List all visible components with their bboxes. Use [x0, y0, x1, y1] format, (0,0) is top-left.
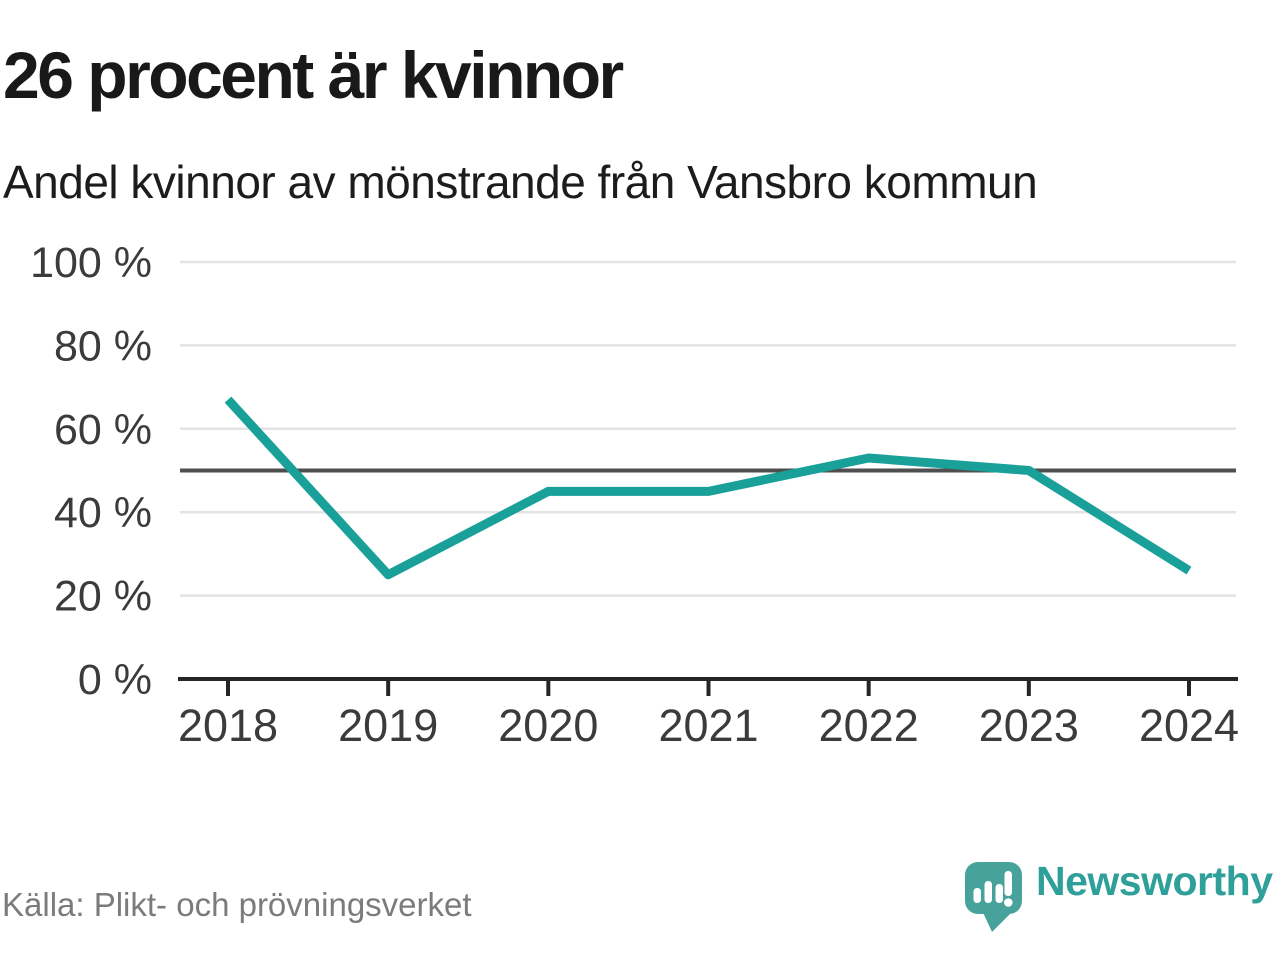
logo-bubble-tail: [980, 906, 1013, 932]
x-axis-label: 2022: [819, 700, 919, 751]
y-axis-label: 0 %: [78, 656, 152, 704]
y-axis-label: 100 %: [30, 239, 152, 287]
chart-subtitle: Andel kvinnor av mönstrande från Vansbro…: [3, 156, 1038, 208]
logo-bar-1: [973, 888, 981, 903]
logo-bubble: [965, 862, 1022, 914]
x-axis-label: 2018: [178, 700, 278, 751]
y-axis-label: 60 %: [54, 406, 152, 454]
data-line-andel-kvinnor: [224, 396, 1192, 580]
logo-bar-2: [984, 881, 992, 903]
y-axis-label: 20 %: [54, 573, 152, 621]
newsworthy-logo-icon: [965, 862, 1022, 932]
x-axis-label: 2020: [498, 700, 598, 751]
x-axis-label: 2019: [338, 700, 438, 751]
logo-bar-3: [995, 884, 1003, 903]
newsworthy-wordmark: Newsworthy: [1036, 858, 1273, 904]
x-axis-label: 2024: [1139, 700, 1239, 751]
y-axis-label: 40 %: [54, 489, 152, 537]
source-attribution: Källa: Plikt- och prövningsverket: [2, 886, 472, 923]
logo-exclamation-dot: [1004, 898, 1013, 907]
logo-exclamation-bar: [1004, 871, 1012, 896]
y-axis-label: 80 %: [54, 322, 152, 370]
x-axis-label: 2023: [979, 700, 1079, 751]
chart-title: 26 procent är kvinnor: [3, 38, 624, 112]
x-axis-label: 2021: [658, 700, 758, 751]
